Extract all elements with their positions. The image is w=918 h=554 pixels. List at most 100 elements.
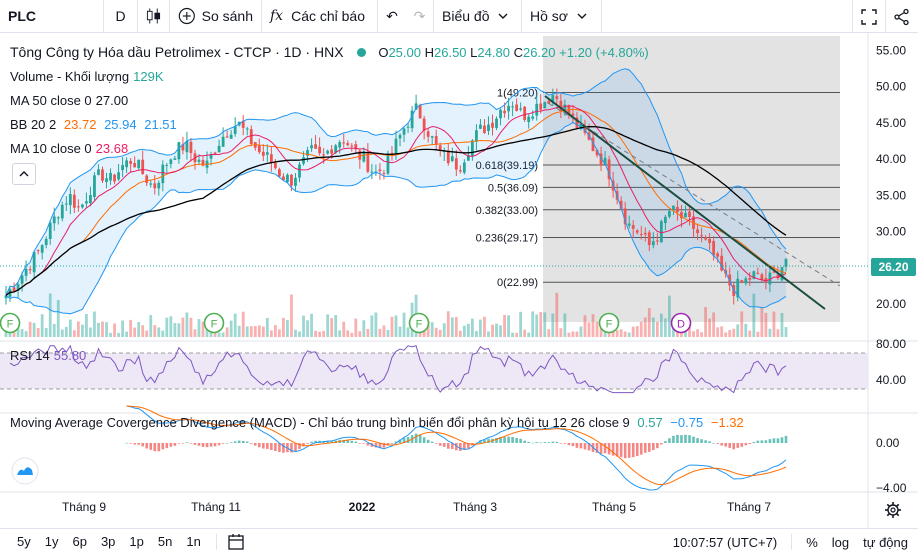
undo-button[interactable]: ↶ [378, 0, 406, 33]
volume-bar [647, 308, 651, 337]
rsi-legend[interactable]: RSI 14 55.80 [10, 348, 86, 363]
volume-bar [237, 325, 241, 337]
candle-body [32, 251, 36, 273]
range-3p[interactable]: 3p [100, 534, 116, 549]
macd-histogram-bar [467, 443, 470, 449]
volume-bar [764, 312, 768, 337]
candle-body [635, 230, 639, 233]
candle-body [72, 194, 76, 208]
candle-body [322, 154, 326, 156]
bb-legend[interactable]: BB 20 2 23.72 25.94 21.51 [10, 117, 177, 132]
volume-bar [257, 325, 261, 337]
volume-bar [225, 327, 229, 337]
candle-body [712, 241, 716, 256]
volume-bar [145, 330, 149, 337]
macd-histogram-bar [635, 443, 639, 457]
macd-histogram-bar [350, 440, 354, 443]
fullscreen-button[interactable] [852, 0, 885, 33]
candle-body [221, 136, 225, 147]
share-button[interactable] [885, 0, 918, 33]
close-label: C [513, 45, 523, 60]
macd-histogram-bar [724, 443, 727, 447]
rsi-tick-label: 80.00 [876, 337, 906, 351]
candle-body [181, 144, 185, 151]
profile-dropdown[interactable]: Hồ sơ [522, 0, 602, 33]
volume-bar [173, 323, 177, 337]
macd-legend[interactable]: Moving Average Covergence Divergence (MA… [10, 415, 744, 430]
macd-histogram-bar [627, 443, 631, 458]
volume-bar [398, 326, 402, 337]
undo-icon: ↶ [386, 7, 398, 24]
candle-body [145, 175, 149, 183]
candle-body [647, 232, 651, 246]
candle-body [752, 271, 756, 279]
macd-histogram-bar [306, 443, 309, 444]
candle-body [663, 216, 667, 224]
event-marker-label: D [677, 319, 685, 331]
volume-bar [740, 311, 744, 337]
chart-area[interactable]: 1(49.20) 0.618(39.19) 0.5(36.09) 0.382(33.0… [0, 33, 918, 528]
macd-histogram-bar [157, 443, 161, 452]
auto-toggle[interactable]: tự động [863, 534, 908, 550]
calendar-goto-icon[interactable] [227, 533, 245, 551]
volume-bar [177, 323, 181, 337]
candle-style-button[interactable] [138, 0, 170, 33]
range-1p[interactable]: 1p [129, 534, 144, 549]
volume-bar [515, 332, 519, 337]
price-chart-svg[interactable]: 1(49.20) 0.618(39.19) 0.5(36.09) 0.382(33.0… [0, 33, 918, 528]
volume-bar [402, 312, 406, 337]
clock-label[interactable]: 10:07:57 (UTC+7) [672, 534, 778, 550]
candle-body [450, 156, 454, 162]
indicators-button[interactable]: fx Các chỉ báo [262, 0, 378, 33]
range-6p[interactable]: 6p [72, 534, 87, 549]
candlestick-icon [146, 8, 161, 24]
redo-button[interactable]: ↷ [406, 0, 434, 33]
volume-bar [217, 332, 221, 337]
range-1n[interactable]: 1n [186, 534, 201, 549]
range-5n[interactable]: 5n [157, 534, 173, 549]
settings-gear-icon[interactable] [885, 502, 901, 518]
volume-bar [615, 330, 619, 337]
symbol-search[interactable]: PLC [0, 0, 104, 33]
volume-bar [583, 315, 587, 337]
volume-bar [728, 330, 732, 337]
macd-histogram-bar [656, 443, 659, 449]
volume-bar [265, 317, 269, 337]
trend-line-solid[interactable] [544, 95, 826, 310]
tradingview-logo[interactable] [11, 457, 39, 485]
fibonacci-levels[interactable]: 1(49.20) 0.618(39.19) 0.5(36.09) 0.382(33.0… [476, 87, 840, 289]
ma50-legend[interactable]: MA 50 close 0 27.00 [10, 93, 128, 108]
rsi-value: 55.80 [53, 348, 87, 363]
macd-histogram-bar [149, 443, 153, 450]
volume-bar [450, 317, 454, 337]
interval-label: D [115, 8, 126, 24]
volume-legend[interactable]: Volume - Khối lượng 129K [10, 69, 164, 84]
macd-histogram-bar [684, 434, 687, 443]
fibonacci-zone[interactable] [543, 36, 840, 322]
candle-body [225, 136, 229, 138]
candle-body [527, 116, 531, 123]
chart-type-dropdown[interactable]: Biểu đồ [434, 0, 522, 33]
compare-button[interactable]: So sánh [170, 0, 262, 33]
ma10-legend[interactable]: MA 10 close 0 23.68 [10, 141, 128, 156]
macd-histogram-bar [720, 443, 723, 446]
interval-button[interactable]: D [104, 0, 138, 33]
trend-line-dashed[interactable] [547, 102, 841, 287]
macd-histogram-bar [660, 443, 663, 445]
volume-bar [579, 326, 583, 337]
candle-body [197, 159, 201, 162]
volume-bar [430, 322, 434, 337]
macd-histogram-bar [225, 442, 229, 444]
log-toggle[interactable]: log [831, 534, 850, 550]
volume-bar [89, 327, 92, 337]
range-1y[interactable]: 1y [44, 534, 59, 549]
candle-body [599, 153, 603, 166]
volume-bar [189, 317, 193, 337]
percent-toggle[interactable]: % [806, 534, 818, 550]
volume-bar [233, 313, 237, 337]
volume-bars [4, 292, 788, 337]
time-axis[interactable]: Tháng 9 Tháng 11 2022 Tháng 3 Tháng 5 Tháng 7 [62, 500, 771, 514]
collapse-legend-button[interactable] [12, 163, 36, 185]
range-5y[interactable]: 5y [17, 534, 31, 549]
